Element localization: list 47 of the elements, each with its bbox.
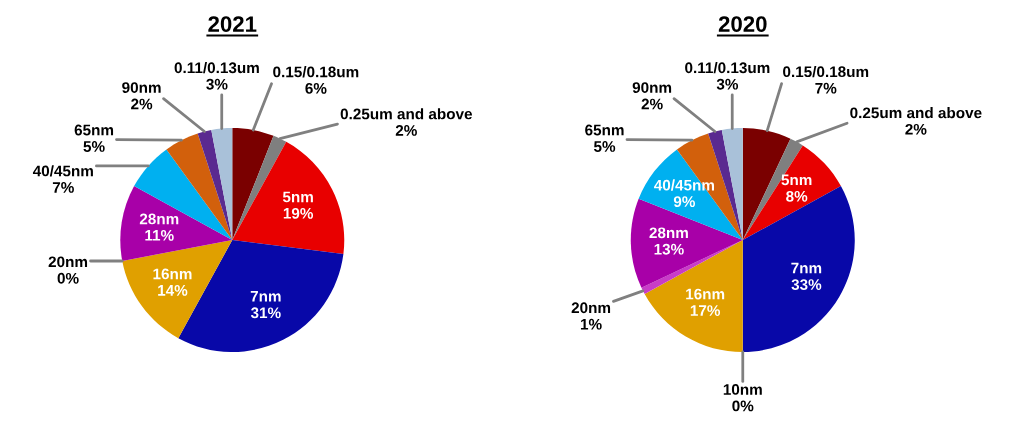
data-label: 11% — [145, 229, 174, 241]
slice-label: 0.11/0.13um — [685, 61, 770, 74]
slice-label: 28nm — [139, 213, 179, 225]
slice-label: 0.25um and above — [850, 107, 982, 119]
slice-label: 65nm — [74, 124, 114, 136]
chart-title: 2020 — [718, 16, 767, 32]
slice-label: 7nm — [791, 262, 822, 274]
data-label: 19% — [283, 207, 314, 219]
slice-label: 5nm — [282, 191, 313, 203]
data-label: 13% — [654, 243, 684, 255]
slice-label: 16nm — [153, 268, 192, 280]
data-label: 31% — [250, 307, 281, 319]
data-label: 8% — [786, 190, 808, 202]
data-label: 2% — [131, 98, 153, 110]
data-label: 9% — [673, 196, 696, 208]
data-label: 5% — [83, 141, 105, 152]
slice-label: 5nm — [781, 174, 812, 186]
slice-label: 7nm — [250, 291, 281, 302]
legend-label: 10nm — [723, 384, 762, 395]
data-label: 33% — [791, 279, 822, 290]
slice-label: 0.15/0.18um — [273, 66, 359, 78]
slice-label: 0.15/0.18um — [783, 65, 869, 78]
data-label: 5% — [593, 141, 616, 152]
slice-label: 65nm — [585, 124, 624, 136]
slice-label: 16nm — [686, 288, 725, 300]
slice-label: 20nm — [571, 302, 611, 314]
data-label: 14% — [158, 285, 188, 296]
data-label: 6% — [305, 82, 327, 94]
data-label: 2% — [905, 123, 927, 135]
slice-label: 40/45nm — [32, 165, 93, 177]
data-label: 3% — [206, 78, 228, 90]
data-label: 7% — [815, 82, 837, 94]
slice-label: 90nm — [632, 82, 672, 93]
data-label: 17% — [690, 305, 721, 316]
slice-label: 28nm — [649, 227, 688, 239]
slice-label: 0.11/0.13um — [174, 61, 259, 74]
text: 0% — [732, 400, 754, 412]
data-label: 1% — [580, 318, 602, 330]
slice-label: 0.25um and above — [340, 108, 473, 120]
legend-label: 20nm — [48, 256, 88, 268]
data-label: 3% — [716, 78, 739, 90]
slice-label: 90nm — [122, 82, 161, 93]
data-label: 2% — [395, 125, 417, 136]
chart-title: 2021 — [208, 16, 257, 32]
data-label: 2% — [641, 98, 663, 110]
data-label: 7% — [52, 182, 74, 193]
text: 0% — [57, 272, 79, 284]
